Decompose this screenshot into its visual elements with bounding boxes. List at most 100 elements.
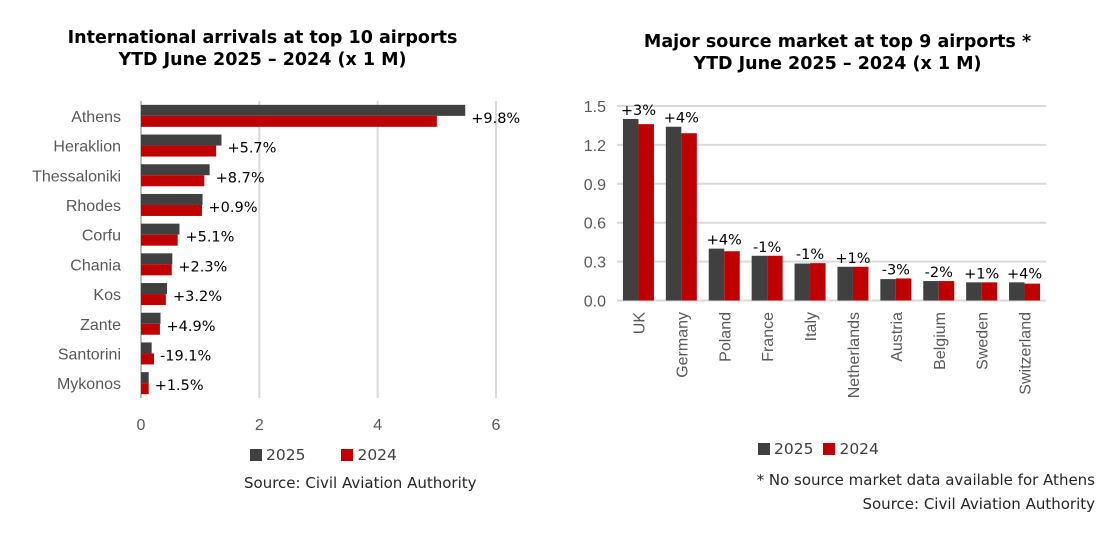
bar-2025 [141,164,210,176]
y-tick-label: 0.6 [584,216,606,233]
right-title-line1: Major source market at top 9 airports * [643,32,1032,52]
bar-2024 [852,266,869,301]
bar-2025 [751,255,768,301]
bar-2024 [981,282,998,301]
bar-2025 [622,118,639,301]
y-tick-label: 0.0 [584,294,606,311]
bar-2024 [724,251,740,301]
bar-2024 [141,294,166,306]
data-label: +5.7% [227,141,276,157]
data-label: +2.3% [178,259,227,275]
legend-swatch-2025 [250,449,262,461]
data-label: +1% [964,266,999,282]
right-legend: 2025 2024 [758,440,879,458]
bar-2024 [141,323,160,335]
left-title-line1: International arrivals at top 10 airport… [67,28,458,48]
bar-2025 [880,279,896,301]
right-title-line2: YTD June 2025 – 2024 (x 1 M) [693,54,982,74]
legend-swatch-2025 [758,443,770,455]
bar-2024 [938,281,955,301]
bar-2025 [923,281,939,301]
bar-2025 [141,312,161,324]
category-label: Netherlands [846,312,863,398]
data-label: +9.8% [471,111,520,127]
bar-2024 [141,383,149,395]
bar-2024 [141,353,155,365]
category-label: Switzerland [1018,312,1035,395]
bar-2025 [141,253,173,265]
bar-2025 [708,248,725,301]
bar-2024 [1024,283,1041,301]
legend-swatch-2024 [823,443,836,455]
category-label: Chania [70,257,121,274]
legend-label-2025: 2025 [774,440,814,458]
data-label: +4% [1007,266,1042,282]
bar-2025 [141,223,180,235]
bar-2025 [665,126,682,301]
right-note: * No source market data available for At… [756,471,1095,489]
bar-2025 [141,342,152,354]
bar-2025 [837,266,853,301]
category-label: Zante [80,317,121,334]
left-chart-title: International arrivals at top 10 airport… [0,27,525,71]
category-label: Germany [674,312,691,378]
category-label: Thessaloniki [32,168,121,185]
category-label: Athens [71,109,121,126]
category-label: Heraklion [53,139,121,156]
legend-label-2025: 2025 [266,446,306,464]
data-label: +4.9% [167,319,216,335]
left-source: Source: Civil Aviation Authority [244,474,477,492]
bar-2024 [141,115,437,127]
category-label: Poland [717,312,734,362]
y-tick-label: 1.2 [584,138,606,155]
x-tick-label: 2 [255,417,264,434]
category-label: Italy [803,312,820,341]
y-tick-label: 0.3 [584,255,606,272]
y-tick-label: 1.5 [584,99,606,116]
right-chart-title: Major source market at top 9 airports * … [585,31,1090,75]
bar-2025 [141,193,203,205]
data-label: -1% [796,247,824,263]
data-label: +4% [707,233,742,249]
bar-2024 [141,145,217,157]
bar-2024 [681,133,697,301]
bar-2024 [141,204,202,216]
category-label: Mykonos [57,376,121,393]
bar-2025 [141,283,168,295]
bar-2024 [141,175,205,187]
data-label: +0.9% [209,200,258,216]
bar-2024 [767,255,783,301]
category-label: Corfu [82,228,121,245]
bar-2025 [1009,282,1025,301]
bar-2024 [810,263,826,301]
category-label: Austria [889,312,906,362]
data-label: +3% [621,103,656,119]
bar-2025 [141,134,222,146]
bar-2025 [966,282,982,301]
bar-2024 [638,124,654,301]
left-legend: 2025 2024 [250,446,397,464]
x-tick-label: 6 [492,417,501,434]
x-tick-label: 0 [137,417,146,434]
category-label: Santorini [58,346,121,363]
bar-2024 [141,264,172,276]
data-label: +1.5% [155,378,204,394]
legend-swatch-2024 [341,449,354,461]
bar-2024 [141,234,178,246]
data-label: +1% [835,251,870,267]
left-title-line2: YTD June 2025 – 2024 (x 1 M) [118,50,407,70]
category-label: France [760,312,777,362]
data-label: +3.2% [173,289,222,305]
category-label: Sweden [975,312,992,370]
right-source: Source: Civil Aviation Authority [862,495,1095,513]
legend-label-2024: 2024 [357,446,397,464]
category-label: Rhodes [66,198,121,215]
bar-2025 [141,372,149,384]
data-label: -1% [753,240,781,256]
bar-2025 [794,263,811,301]
x-tick-label: 4 [373,417,382,434]
data-label: -19.1% [160,348,211,364]
bar-2025 [141,104,466,116]
data-label: +4% [664,111,699,127]
